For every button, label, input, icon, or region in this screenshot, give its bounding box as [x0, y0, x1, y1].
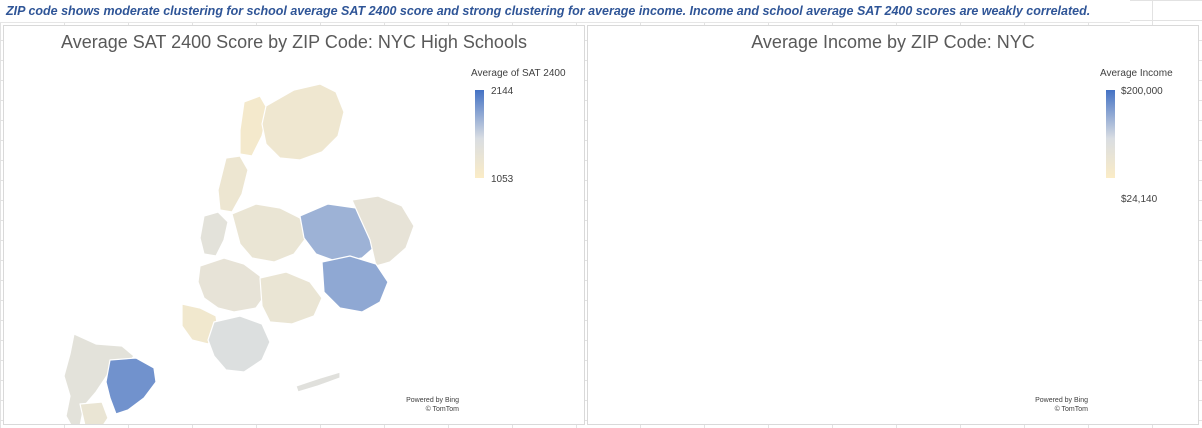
map-attribution: Powered by Bing © TomTom [389, 396, 459, 414]
legend-min-label: $24,140 [1121, 194, 1157, 205]
zip-region-brooklyn-central[interactable] [198, 258, 266, 312]
legend-color-scale [475, 90, 484, 178]
summary-text: ZIP code shows moderate clustering for s… [0, 0, 1130, 18]
zip-region-brooklyn-east[interactable] [260, 272, 322, 324]
attribution-bing: Powered by Bing [389, 396, 459, 405]
legend-color-scale [1106, 90, 1115, 178]
attribution-tomtom: © TomTom [389, 405, 459, 414]
zip-region-staten-island-south[interactable] [80, 402, 108, 424]
income-map-chart[interactable]: Average Income by ZIP Code: NYC Average … [587, 25, 1199, 425]
map-regions [64, 84, 414, 424]
attribution-bing: Powered by Bing [1018, 396, 1088, 405]
summary-banner[interactable]: ZIP code shows moderate clustering for s… [0, 0, 1130, 23]
legend-max-label: $200,000 [1121, 86, 1163, 97]
zip-region-queens-west[interactable] [232, 204, 306, 262]
nyc-zip-map [588, 26, 1198, 424]
zip-region-brooklyn-south[interactable] [208, 316, 270, 372]
map-attribution: Powered by Bing © TomTom [1018, 396, 1088, 414]
zip-region-staten-island-east[interactable] [106, 358, 156, 414]
legend-max-label: 2144 [491, 86, 513, 97]
sat-map-chart[interactable]: Average SAT 2400 Score by ZIP Code: NYC … [3, 25, 585, 425]
legend-min-label: 1053 [491, 174, 513, 185]
legend-title: Average Income [1100, 68, 1173, 79]
legend-title: Average of SAT 2400 [471, 68, 566, 79]
zip-region-manhattan-mid[interactable] [218, 156, 248, 212]
zip-region-manhattan-lower[interactable] [200, 212, 228, 256]
attribution-tomtom: © TomTom [1018, 405, 1088, 414]
zip-region-bronx[interactable] [262, 84, 344, 160]
zip-region-rockaways[interactable] [296, 372, 340, 392]
